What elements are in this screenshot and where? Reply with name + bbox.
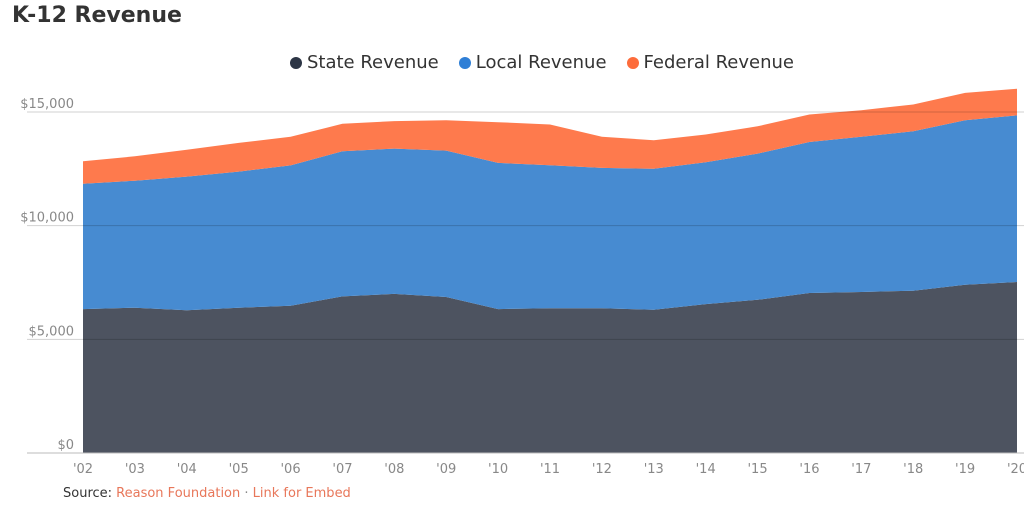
x-tick-label: '19 bbox=[955, 462, 975, 477]
legend-dot-state-icon bbox=[289, 56, 302, 69]
y-tick-label: $0 bbox=[57, 438, 74, 453]
area-federal-revenue[interactable] bbox=[83, 88, 1017, 184]
x-tick-label: '05 bbox=[229, 462, 249, 477]
legend-label-state: State Revenue bbox=[306, 52, 439, 73]
x-tick-label: '16 bbox=[799, 462, 819, 477]
y-tick-label: $5,000 bbox=[29, 324, 75, 339]
y-axis-ticks: $0 $5,000 $10,000 $15,000 bbox=[20, 97, 74, 453]
legend-item-federal[interactable]: Federal Revenue bbox=[626, 52, 795, 73]
gridlines bbox=[27, 111, 1024, 454]
x-tick-label: '11 bbox=[540, 462, 560, 477]
x-tick-label: '04 bbox=[177, 462, 197, 477]
x-tick-label: '15 bbox=[747, 462, 767, 477]
legend-item-local[interactable]: Local Revenue bbox=[458, 52, 607, 73]
legend-label-local: Local Revenue bbox=[475, 52, 607, 73]
legend-dot-local-icon bbox=[458, 56, 471, 69]
source-line: Source: Reason Foundation · Link for Emb… bbox=[63, 486, 351, 501]
x-tick-label: '07 bbox=[332, 462, 352, 477]
x-tick-label: '08 bbox=[384, 462, 404, 477]
area-series-group bbox=[83, 88, 1017, 453]
y-tick-label: $10,000 bbox=[20, 211, 74, 226]
x-tick-label: '18 bbox=[903, 462, 923, 477]
x-tick-label: '02 bbox=[73, 462, 93, 477]
legend-label-federal: Federal Revenue bbox=[643, 52, 795, 73]
x-tick-label: '13 bbox=[644, 462, 664, 477]
chart-title: K-12 Revenue bbox=[12, 3, 182, 28]
x-tick-label: '06 bbox=[280, 462, 300, 477]
link-for-embed[interactable]: Link for Embed bbox=[252, 486, 351, 501]
x-tick-label: '09 bbox=[436, 462, 456, 477]
x-tick-label: '14 bbox=[696, 462, 716, 477]
x-tick-label: '03 bbox=[125, 462, 145, 477]
legend-item-state[interactable]: State Revenue bbox=[289, 52, 439, 73]
area-state-revenue[interactable] bbox=[83, 282, 1017, 453]
source-link-reason-foundation[interactable]: Reason Foundation bbox=[116, 486, 241, 501]
legend: State Revenue Local Revenue Federal Reve… bbox=[0, 52, 1024, 73]
area-local-revenue[interactable] bbox=[83, 115, 1017, 311]
x-tick-label: '20 bbox=[1007, 462, 1024, 477]
x-tick-label: '10 bbox=[488, 462, 508, 477]
y-tick-label: $15,000 bbox=[20, 97, 74, 112]
x-tick-label: '17 bbox=[851, 462, 871, 477]
legend-dot-federal-icon bbox=[626, 56, 639, 69]
x-tick-label: '12 bbox=[592, 462, 612, 477]
source-separator: · bbox=[244, 486, 249, 501]
source-prefix: Source: bbox=[63, 486, 113, 501]
x-axis-ticks: '02 '03 '04 '05 '06 '07 '08 '09 '10 '11 '12 '13 '14 '… bbox=[73, 462, 1024, 477]
